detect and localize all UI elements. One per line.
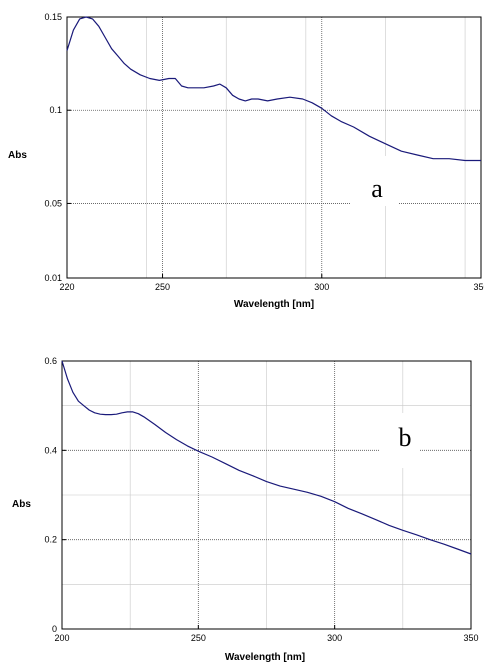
y-tick-label: 0 — [52, 624, 57, 634]
x-axis-label: Wavelength [nm] — [234, 299, 314, 310]
y-tick-label: 0.01 — [44, 273, 62, 283]
x-tick-label: 300 — [314, 282, 329, 292]
x-tick-label: 300 — [327, 633, 342, 643]
y-axis-label: Abs — [8, 150, 27, 161]
x-tick-label: 220 — [59, 282, 74, 292]
x-tick-label: 200 — [54, 633, 69, 643]
x-axis-label: Wavelength [nm] — [225, 652, 305, 663]
x-tick-label: 350 — [473, 282, 484, 292]
data-series-line — [66, 16, 481, 162]
plot-frame — [61, 360, 472, 630]
data-series-line — [61, 360, 472, 555]
x-tick-label: 350 — [463, 633, 478, 643]
panel-label-background — [379, 413, 419, 468]
panel-label: a — [371, 174, 383, 203]
x-tick-label: 250 — [155, 282, 170, 292]
chart-panel-a: 220 250 300 350 0.01 0.05 0.1 0.15 a Abs Wavelengt… — [8, 12, 484, 310]
chart-panel-b: 200 250 300 350 0 0.2 0.4 0.6 b Abs Wavelength [nm… — [12, 356, 479, 663]
y-tick-label: 0.2 — [44, 535, 57, 545]
y-tick-label: 0.05 — [44, 198, 62, 208]
x-tick-label: 250 — [191, 633, 206, 643]
panel-label-background — [350, 156, 398, 206]
y-tick-label: 0.15 — [44, 12, 62, 22]
y-tick-label: 0.4 — [44, 445, 57, 455]
y-tick-label: 0.1 — [49, 105, 62, 115]
y-tick-label: 0.6 — [44, 356, 57, 366]
y-axis-label: Abs — [12, 499, 31, 510]
plot-frame — [66, 16, 482, 279]
panel-label: b — [399, 423, 412, 452]
